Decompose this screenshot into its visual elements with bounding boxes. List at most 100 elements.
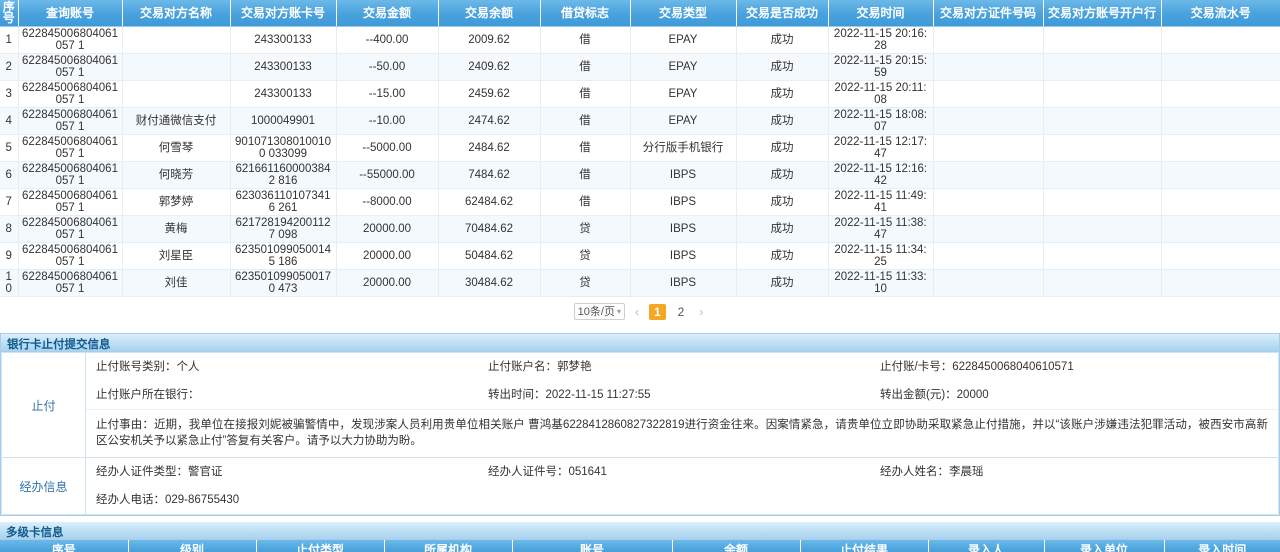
cell-serial	[1161, 80, 1280, 108]
page-size-select[interactable]: 10条/页 ▾	[573, 303, 625, 320]
mcol-header-account[interactable]: 账号	[512, 540, 673, 552]
cell-balance: 2409.62	[438, 53, 541, 81]
cell-amount: 20000.00	[336, 215, 439, 243]
transaction-table-section: 序号 查询账号 交易对方名称 交易对方账卡号 交易金额 交易余额 借贷标志 交易…	[0, 0, 1280, 297]
cell-success: 成功	[736, 215, 829, 243]
cell-debit-credit: 借	[540, 26, 631, 54]
cell-amount: --50.00	[336, 53, 439, 81]
next-page-button[interactable]: ›	[699, 304, 704, 319]
table-row[interactable]: 4 622845006804061057 1 财付通微信支付 1000049901 --…	[0, 107, 1280, 135]
cell-party-name: 郭梦婷	[122, 188, 231, 216]
cell-balance: 2474.62	[438, 107, 541, 135]
cell-party-card: 243300133	[230, 26, 337, 54]
col-header-serial[interactable]: 交易流水号	[1161, 0, 1280, 27]
prev-page-button[interactable]: ‹	[634, 304, 639, 319]
col-header-account[interactable]: 查询账号	[18, 0, 123, 27]
field-account-type: 止付账号类别：个人	[96, 361, 200, 373]
col-header-balance[interactable]: 交易余额	[438, 0, 541, 27]
table-row[interactable]: 7 622845006804061057 1 郭梦婷 6230361101073416…	[0, 188, 1280, 216]
cell-amount: --15.00	[336, 80, 439, 108]
table-row[interactable]: 5 622845006804061057 1 何雪琴 9010713080100100…	[0, 134, 1280, 162]
stop-payment-panel-title: 银行卡止付提交信息	[1, 334, 1279, 352]
mcol-header-result[interactable]: 止付结果	[800, 540, 929, 552]
cell-time: 2022-11-15 20:16:28	[828, 26, 934, 54]
table-row[interactable]: 9 622845006804061057 1 刘星臣 6235010990500145…	[0, 242, 1280, 270]
cell-party-id	[933, 26, 1044, 54]
mcol-header-level[interactable]: 级别	[128, 540, 257, 552]
cell-balance: 2459.62	[438, 80, 541, 108]
cell-party-name	[122, 26, 231, 54]
col-header-debit-credit[interactable]: 借贷标志	[540, 0, 631, 27]
cell-time: 2022-11-15 11:38:47	[828, 215, 934, 243]
mcol-header-unit[interactable]: 录入单位	[1044, 540, 1165, 552]
col-header-time[interactable]: 交易时间	[828, 0, 934, 27]
cell-serial	[1161, 215, 1280, 243]
cell-debit-credit: 借	[540, 80, 631, 108]
col-header-party-id[interactable]: 交易对方证件号码	[933, 0, 1044, 27]
stop-payment-fields-cell: 止付账号类别：个人 止付账户名：郭梦艳 止付账/卡号：6228450068040…	[85, 352, 1279, 458]
table-row[interactable]: 1 622845006804061057 1 243300133 --400.00 20…	[0, 26, 1280, 54]
cell-debit-credit: 贷	[540, 215, 631, 243]
operator-info-label: 经办信息	[1, 457, 86, 515]
cell-txn-type: IBPS	[630, 188, 737, 216]
cell-time: 2022-11-15 11:34:25	[828, 242, 934, 270]
cell-party-card: 243300133	[230, 80, 337, 108]
mcol-header-operator[interactable]: 录入人	[928, 540, 1045, 552]
cell-party-card: 1000049901	[230, 107, 337, 135]
table-row[interactable]: 2 622845006804061057 1 243300133 --50.00 240…	[0, 53, 1280, 81]
cell-time: 2022-11-15 20:15:59	[828, 53, 934, 81]
cell-serial	[1161, 161, 1280, 189]
cell-amount: 20000.00	[336, 242, 439, 270]
operator-fields-cell: 经办人证件类型：警官证 经办人证件号：051641 经办人姓名：李晨瑶 经办人电…	[85, 457, 1279, 515]
cell-success: 成功	[736, 161, 829, 189]
mcol-header-index[interactable]: 序号	[0, 540, 129, 552]
table-row[interactable]: 6 622845006804061057 1 何晓芳 6216611600003842…	[0, 161, 1280, 189]
field-operator-phone: 经办人电话：029-86755430	[96, 494, 240, 506]
stop-payment-info-table: 止付 止付账号类别：个人 止付账户名：郭梦艳 止付账/卡号：6228450068…	[1, 352, 1279, 515]
table-row[interactable]: 3 622845006804061057 1 243300133 --15.00 245…	[0, 80, 1280, 108]
cell-account: 622845006804061057 1	[18, 26, 123, 54]
mcol-header-balance[interactable]: 余额	[672, 540, 801, 552]
col-header-party-card[interactable]: 交易对方账卡号	[230, 0, 337, 27]
page-button-2[interactable]: 2	[677, 304, 685, 319]
operator-fields-line1: 经办人证件类型：警官证 经办人证件号：051641 经办人姓名：李晨瑶	[86, 458, 1278, 486]
cell-party-name: 刘星臣	[122, 242, 231, 270]
cell-success: 成功	[736, 269, 829, 297]
mcol-header-stop-type[interactable]: 止付类型	[256, 540, 385, 552]
cell-time: 2022-11-15 11:49:41	[828, 188, 934, 216]
cell-party-bank	[1043, 53, 1162, 81]
cell-debit-credit: 借	[540, 53, 631, 81]
section-spacer	[0, 327, 1280, 333]
cell-serial	[1161, 242, 1280, 270]
table-row[interactable]: 10 622845006804061057 1 刘佳 6235010990500170…	[0, 269, 1280, 297]
col-header-index[interactable]: 序号	[0, 0, 19, 27]
col-header-amount[interactable]: 交易金额	[336, 0, 439, 27]
col-header-party-bank[interactable]: 交易对方账号开户行	[1043, 0, 1162, 27]
mcol-header-org[interactable]: 所属机构	[384, 540, 513, 552]
multi-card-table-header: 序号 级别 止付类型 所属机构 账号 余额 止付结果 录入人 录入单位 录入时间	[0, 540, 1280, 552]
cell-account: 622845006804061057 1	[18, 134, 123, 162]
cell-debit-credit: 借	[540, 188, 631, 216]
col-header-party-name[interactable]: 交易对方名称	[122, 0, 231, 27]
cell-party-name: 何雪琴	[122, 134, 231, 162]
cell-party-id	[933, 134, 1044, 162]
cell-account: 622845006804061057 1	[18, 242, 123, 270]
cell-time: 2022-11-15 20:11:08	[828, 80, 934, 108]
cell-success: 成功	[736, 80, 829, 108]
table-row[interactable]: 8 622845006804061057 1 黄梅 6217281942001127 …	[0, 215, 1280, 243]
cell-party-id	[933, 242, 1044, 270]
page-button-1[interactable]: 1	[648, 303, 666, 320]
multi-card-panel-title: 多级卡信息	[0, 522, 1280, 540]
cell-serial	[1161, 134, 1280, 162]
cell-party-name: 何晓芳	[122, 161, 231, 189]
cell-balance: 62484.62	[438, 188, 541, 216]
cell-account: 622845006804061057 1	[18, 53, 123, 81]
stop-payment-row: 止付 止付账号类别：个人 止付账户名：郭梦艳 止付账/卡号：6228450068…	[1, 352, 1279, 458]
cell-amount: --400.00	[336, 26, 439, 54]
cell-party-bank	[1043, 269, 1162, 297]
col-header-success[interactable]: 交易是否成功	[736, 0, 829, 27]
cell-success: 成功	[736, 26, 829, 54]
mcol-header-time[interactable]: 录入时间	[1164, 540, 1280, 552]
col-header-txn-type[interactable]: 交易类型	[630, 0, 737, 27]
cell-txn-type: IBPS	[630, 161, 737, 189]
